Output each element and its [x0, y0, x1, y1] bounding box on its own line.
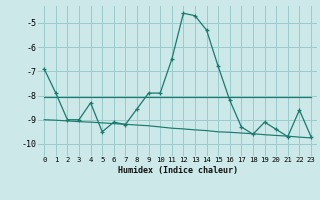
X-axis label: Humidex (Indice chaleur): Humidex (Indice chaleur) — [118, 166, 238, 175]
